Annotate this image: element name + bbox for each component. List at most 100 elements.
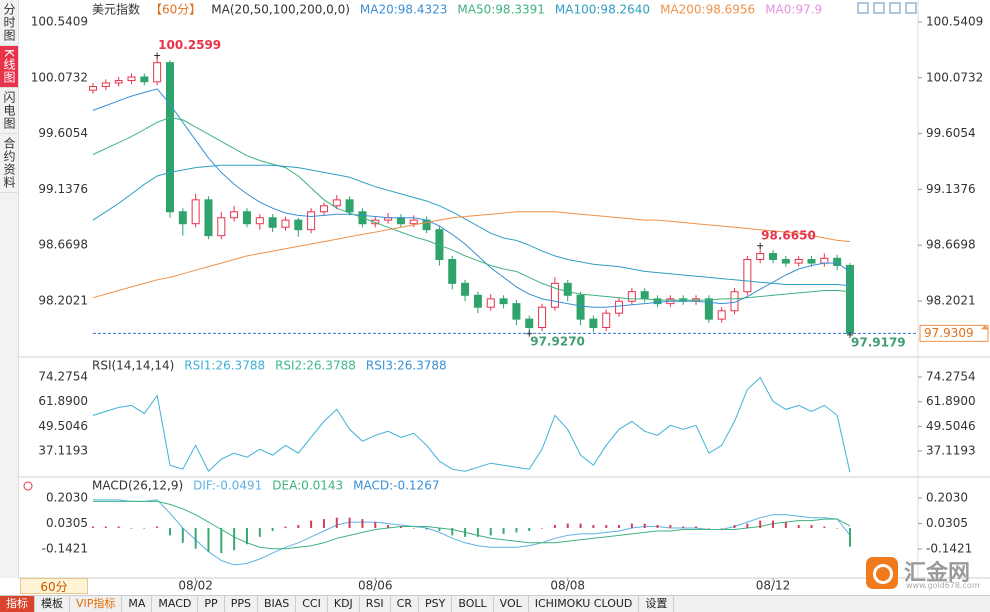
macd-bar	[823, 526, 826, 528]
candle-body	[268, 217, 277, 228]
toolbar-button[interactable]: BOLL	[452, 596, 494, 612]
macd-bar	[669, 525, 672, 528]
toolbar-button[interactable]: CR	[391, 596, 419, 612]
candle-body	[563, 282, 572, 296]
legend-title: 美元指数	[92, 2, 140, 17]
macd-bar	[515, 527, 518, 533]
logo-name: 汇金网	[904, 561, 971, 586]
toolbar-button[interactable]: 设置	[639, 596, 675, 612]
candle-body	[743, 258, 752, 293]
toolbar-button[interactable]: PSY	[419, 596, 453, 612]
macd-bar	[566, 523, 569, 528]
candle-body	[242, 211, 251, 225]
candle-body	[371, 219, 380, 225]
toolbar-button[interactable]: KDJ	[328, 596, 360, 612]
legend-entry: RSI2:26.3788	[275, 359, 356, 373]
y-tick-label: 98.2021	[926, 293, 976, 307]
macd-bar	[541, 527, 544, 529]
y-tick-label: -0.1421	[926, 541, 972, 555]
toolbar-button[interactable]: VOL	[494, 596, 529, 612]
macd-bar	[464, 527, 467, 537]
logo-url: www.gold678.com	[906, 581, 980, 590]
icon[interactable]	[889, 2, 901, 14]
macd-bar	[784, 522, 787, 528]
toolbar-button[interactable]: 指标	[0, 596, 35, 612]
candle-body	[627, 291, 636, 302]
annotation-marker	[154, 52, 161, 59]
candle-body	[756, 253, 765, 260]
toolbar-button[interactable]: PP	[198, 596, 225, 612]
macd-bar	[836, 527, 839, 529]
toolbar-button[interactable]: BIAS	[258, 596, 297, 612]
legend-entry: MACD:-0.1267	[353, 479, 439, 493]
macd-bar	[104, 526, 107, 528]
sidebar-tab[interactable]: 分时图	[0, 0, 18, 46]
candle-body	[538, 306, 547, 328]
macd-bar	[92, 526, 94, 528]
y-tick-label: 74.2754	[38, 369, 88, 383]
macd-bar	[322, 519, 325, 528]
candle-body	[461, 282, 470, 296]
settings-icon[interactable]	[23, 481, 33, 491]
sidebar-tab[interactable]: 合约资料	[0, 134, 18, 193]
macd-bar	[194, 527, 197, 549]
macd-bar	[297, 525, 300, 528]
macd-bar	[348, 517, 351, 528]
ma-line	[92, 211, 851, 299]
toolbar-button[interactable]: MA	[122, 596, 153, 612]
macd-bar	[605, 525, 608, 528]
annotation-marker	[757, 242, 764, 249]
toolbar-button[interactable]: CCI	[296, 596, 328, 612]
toolbar-button[interactable]: RSI	[360, 596, 391, 612]
macd-bar	[451, 527, 454, 536]
sidebar-tab[interactable]: K线图	[0, 46, 18, 88]
y-tick-label: 100.0732	[926, 70, 983, 84]
candle-body	[435, 229, 444, 260]
y-tick-label: 49.5046	[38, 419, 88, 433]
toolbar-button[interactable]: ICHIMOKU CLOUD	[529, 596, 640, 612]
toolbar-button[interactable]: 模板	[35, 596, 70, 612]
toolbar-button[interactable]: PPS	[225, 596, 258, 612]
candle-body	[332, 199, 341, 207]
macd-bar	[220, 527, 223, 554]
macd-bar	[156, 526, 159, 528]
y-tick-label: 61.8900	[926, 394, 976, 408]
y-tick-label: 37.1193	[926, 444, 976, 458]
y-tick-label: 49.5046	[926, 419, 976, 433]
icon[interactable]	[873, 2, 885, 14]
macd-bar	[592, 525, 595, 528]
candle-body	[769, 253, 778, 260]
icon[interactable]	[905, 2, 917, 14]
candle-body	[820, 257, 829, 264]
legend-entry: RSI1:26.3788	[184, 359, 265, 373]
candle-body	[114, 80, 123, 84]
candle-body	[653, 298, 662, 305]
macd-bar	[746, 523, 749, 528]
icon[interactable]	[857, 2, 869, 14]
candle-body	[294, 219, 303, 231]
period-select[interactable]: 60分	[20, 578, 88, 594]
sidebar-tab[interactable]: 闪电图	[0, 88, 18, 134]
macd-bar	[412, 527, 415, 529]
candle-body	[409, 219, 418, 225]
ma-line	[92, 88, 851, 308]
y-tick-label: 0.2030	[46, 490, 88, 504]
y-tick-label: 100.5409	[31, 14, 88, 28]
toolbar-button[interactable]: VIP指标	[70, 596, 123, 612]
macd-bar	[335, 517, 338, 528]
macd-bar	[707, 527, 710, 529]
toolbar-button[interactable]: MACD	[152, 596, 199, 612]
candle-body	[89, 86, 97, 91]
candle-body	[499, 298, 508, 305]
macd-bar	[489, 527, 492, 536]
ma-line	[92, 164, 851, 287]
y-tick-label: -0.1421	[42, 541, 88, 555]
candle-body	[230, 211, 239, 219]
macd-bar	[810, 525, 813, 528]
macd-bar	[233, 527, 236, 551]
macd-bar	[361, 519, 364, 528]
candle-body	[473, 294, 482, 308]
candle-body	[602, 312, 611, 328]
